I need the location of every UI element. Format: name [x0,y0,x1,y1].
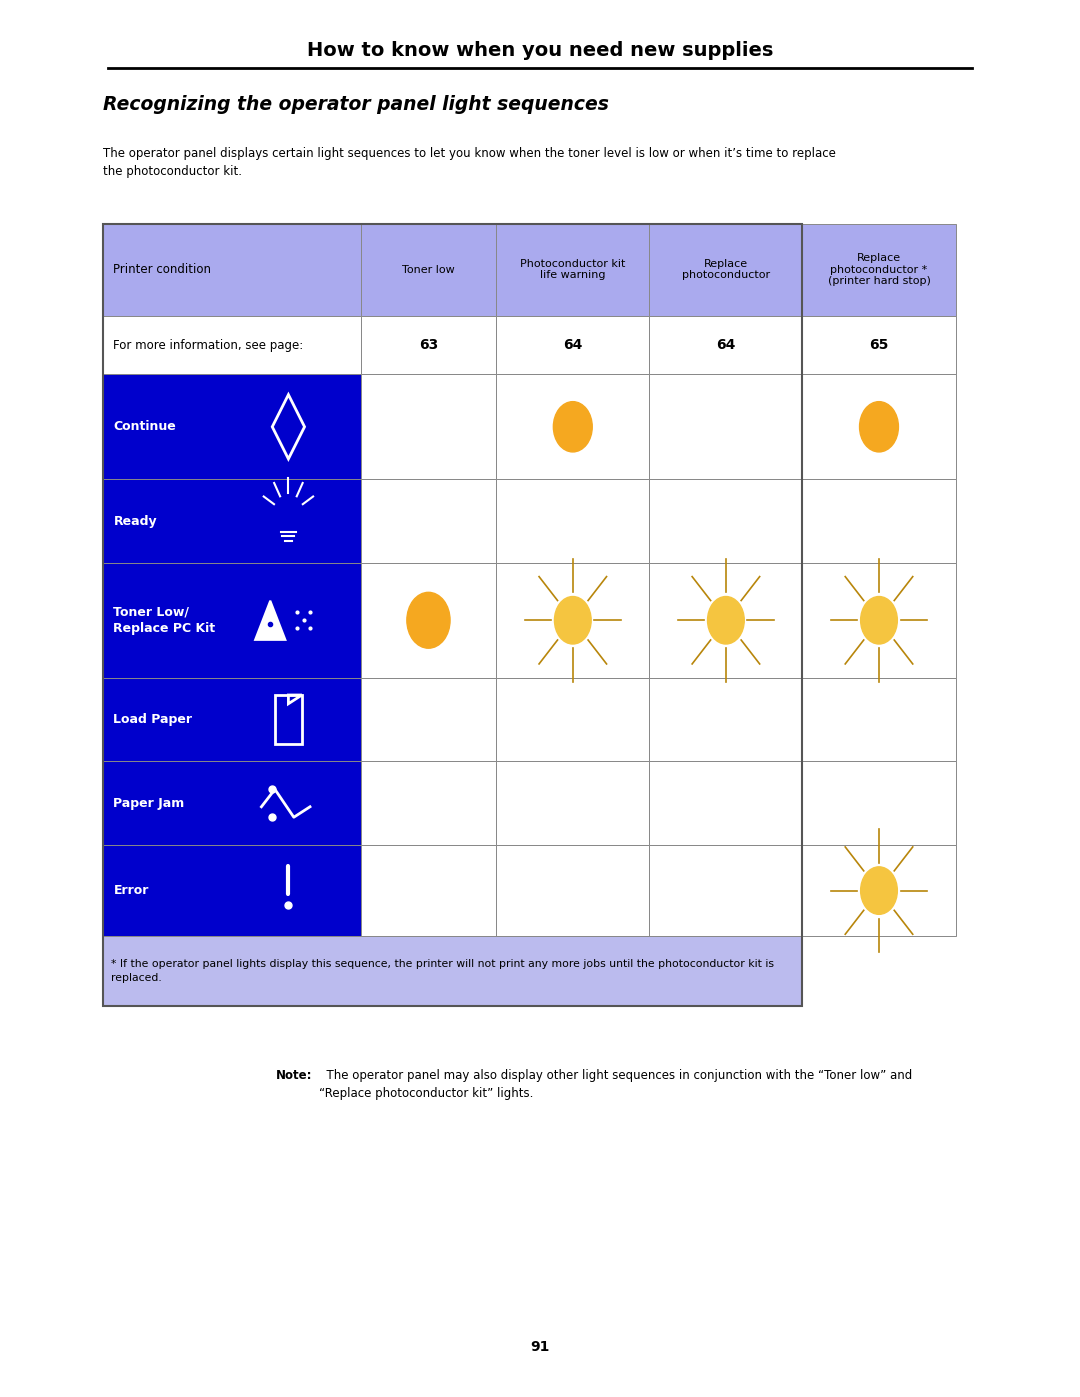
Bar [802,374,956,479]
Bar [103,316,361,374]
Text: Toner low: Toner low [402,264,455,275]
Bar [649,224,802,316]
Bar [496,316,649,374]
Text: Note:: Note: [275,1069,312,1081]
Bar [103,845,361,936]
Text: Replace
photoconductor: Replace photoconductor [681,258,770,281]
Circle shape [707,597,744,644]
Circle shape [554,597,591,644]
Bar [103,224,361,316]
Bar [802,678,956,761]
Bar [103,374,361,479]
Text: How to know when you need new supplies: How to know when you need new supplies [307,41,773,60]
Bar [649,761,802,845]
Bar [649,678,802,761]
Circle shape [861,597,897,644]
Bar [802,316,956,374]
Bar [649,563,802,678]
Text: Continue: Continue [113,420,176,433]
Bar [361,845,496,936]
Bar [496,479,649,563]
Text: Toner Low/
Replace PC Kit: Toner Low/ Replace PC Kit [113,606,216,634]
Text: Error: Error [113,884,149,897]
Circle shape [861,866,897,914]
Bar [361,316,496,374]
Bar [496,761,649,845]
Bar [103,479,361,563]
Text: 91: 91 [530,1340,550,1354]
Bar [496,224,649,316]
Bar [103,224,802,1006]
Polygon shape [255,601,285,640]
Bar [361,678,496,761]
Text: 65: 65 [869,338,889,352]
Text: The operator panel displays certain light sequences to let you know when the ton: The operator panel displays certain ligh… [103,147,836,177]
Text: 64: 64 [716,338,735,352]
Text: 63: 63 [419,338,438,352]
Bar [649,845,802,936]
Bar [802,761,956,845]
Bar [649,479,802,563]
Bar [649,374,802,479]
Bar [361,563,496,678]
Bar [103,678,361,761]
Bar [496,563,649,678]
Text: Paper Jam: Paper Jam [113,796,185,810]
Bar [361,479,496,563]
Text: Ready: Ready [113,514,157,528]
Text: 64: 64 [563,338,582,352]
Bar [802,479,956,563]
Bar [496,374,649,479]
Bar [496,678,649,761]
Circle shape [407,592,450,648]
Bar [103,563,361,678]
Text: For more information, see page:: For more information, see page: [113,338,303,352]
Text: The operator panel may also display other light sequences in conjunction with th: The operator panel may also display othe… [319,1069,912,1099]
Text: Printer condition: Printer condition [113,263,212,277]
Text: Recognizing the operator panel light sequences: Recognizing the operator panel light seq… [103,95,608,115]
Bar [103,761,361,845]
Text: Load Paper: Load Paper [113,712,192,726]
Text: Photoconductor kit
life warning: Photoconductor kit life warning [521,258,625,281]
Text: * If the operator panel lights display this sequence, the printer will not print: * If the operator panel lights display t… [111,958,774,983]
Text: Replace
photoconductor *
(printer hard stop): Replace photoconductor * (printer hard s… [827,253,931,286]
Circle shape [553,402,592,453]
Bar [496,845,649,936]
Bar [802,224,956,316]
Bar [802,845,956,936]
Bar [802,563,956,678]
Circle shape [860,402,899,453]
Bar [275,696,302,743]
Bar [361,224,496,316]
Bar [361,374,496,479]
Bar [649,316,802,374]
Bar [361,761,496,845]
Bar [103,936,802,1006]
